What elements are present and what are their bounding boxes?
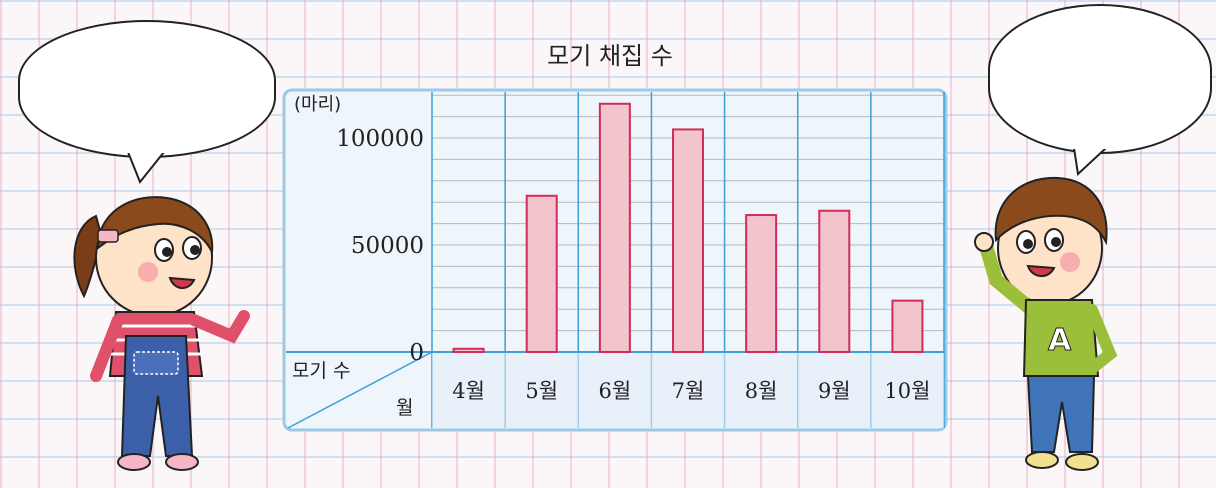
- header-diagonal-line: [287, 351, 433, 429]
- bar-9월: [818, 209, 851, 353]
- bar-7월: [672, 128, 704, 353]
- bar-8월: [745, 214, 778, 353]
- month-row-bg: [432, 353, 944, 428]
- boy-character: A: [974, 176, 1118, 471]
- x-tick-label: 6월: [599, 379, 632, 403]
- x-tick-label: 4월: [452, 379, 485, 403]
- y-tick-label: 100000: [336, 126, 424, 152]
- x-tick-label: 5월: [525, 379, 558, 403]
- x-tick-label: 8월: [745, 379, 778, 403]
- y-tick-label: 0: [409, 340, 424, 366]
- svg-text:A: A: [1048, 323, 1072, 358]
- x-tick-label: 10월: [884, 379, 930, 403]
- row-header-bottom: 월: [396, 397, 413, 419]
- row-header-top: 모기 수: [292, 360, 350, 382]
- bar-6월: [598, 102, 631, 354]
- left-bubble-tail: [126, 148, 168, 184]
- bar-5월: [525, 194, 558, 353]
- right-bubble-tail: [1072, 144, 1110, 177]
- girl-character: [73, 196, 250, 471]
- x-tick-label: 7월: [672, 379, 705, 403]
- y-tick-label: 50000: [351, 233, 424, 259]
- chart-title: 모기 채집 수: [547, 42, 673, 70]
- left-speech-bubble: [18, 20, 276, 158]
- x-tick-label: 9월: [818, 379, 851, 403]
- right-speech-bubble: [988, 4, 1212, 154]
- bar-4월: [452, 347, 485, 354]
- y-axis-unit-label: (마리): [294, 94, 341, 115]
- bar-10월: [891, 299, 924, 354]
